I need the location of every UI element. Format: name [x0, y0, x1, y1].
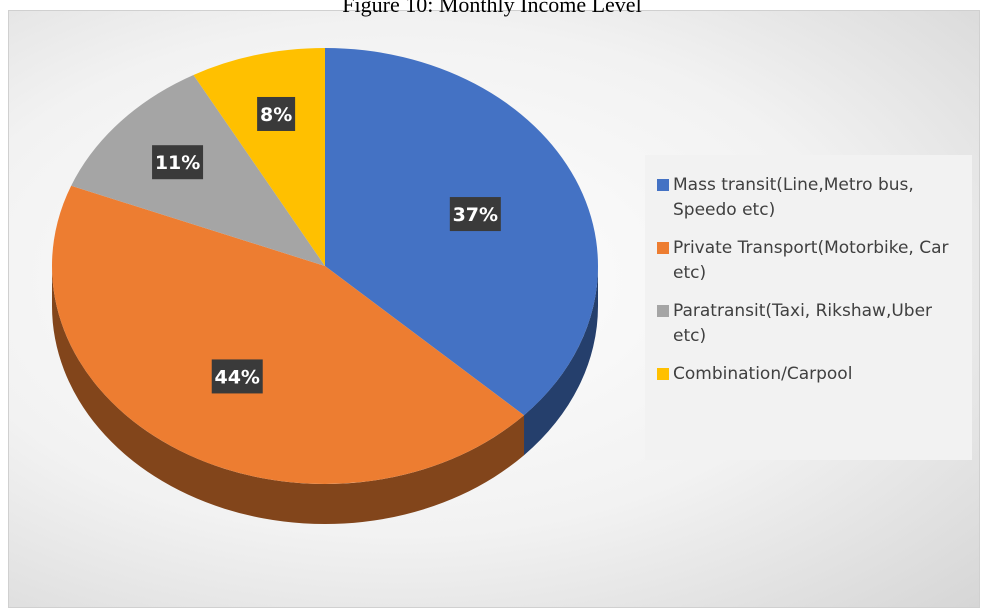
legend-entry: Combination/Carpool — [657, 362, 964, 387]
data-label-box — [152, 145, 204, 180]
legend-label: Private Transport(Motorbike, Car etc) — [673, 238, 949, 283]
pie-slice — [325, 48, 598, 416]
data-label: 37% — [453, 204, 498, 226]
pie-slice — [52, 185, 525, 484]
data-label-box — [257, 96, 296, 131]
legend-label: Paratransit(Taxi, Rikshaw,Uber etc) — [673, 301, 933, 346]
data-label-box — [449, 197, 501, 232]
legend-swatch — [657, 305, 669, 317]
data-label: 44% — [214, 366, 259, 388]
legend-label: Combination/Carpool — [673, 364, 853, 384]
legend-entry: Mass transit(Line,Metro bus, Speedo etc) — [657, 173, 964, 223]
data-label: 8% — [260, 104, 292, 126]
data-label-box — [211, 359, 263, 394]
chart-title: Figure 10: Monthly Income Level — [342, 0, 642, 17]
pie-side — [52, 266, 525, 524]
legend-swatch — [657, 368, 669, 380]
legend-label: Mass transit(Line,Metro bus, Speedo etc) — [673, 175, 914, 220]
legend-swatch — [657, 242, 669, 254]
legend: Mass transit(Line,Metro bus, Speedo etc)… — [645, 155, 972, 460]
legend-entry: Paratransit(Taxi, Rikshaw,Uber etc) — [657, 299, 964, 349]
legend-swatch — [657, 179, 669, 191]
pie-side — [524, 266, 598, 456]
legend-entry: Private Transport(Motorbike, Car etc) — [657, 236, 964, 286]
data-label: 11% — [155, 152, 200, 174]
